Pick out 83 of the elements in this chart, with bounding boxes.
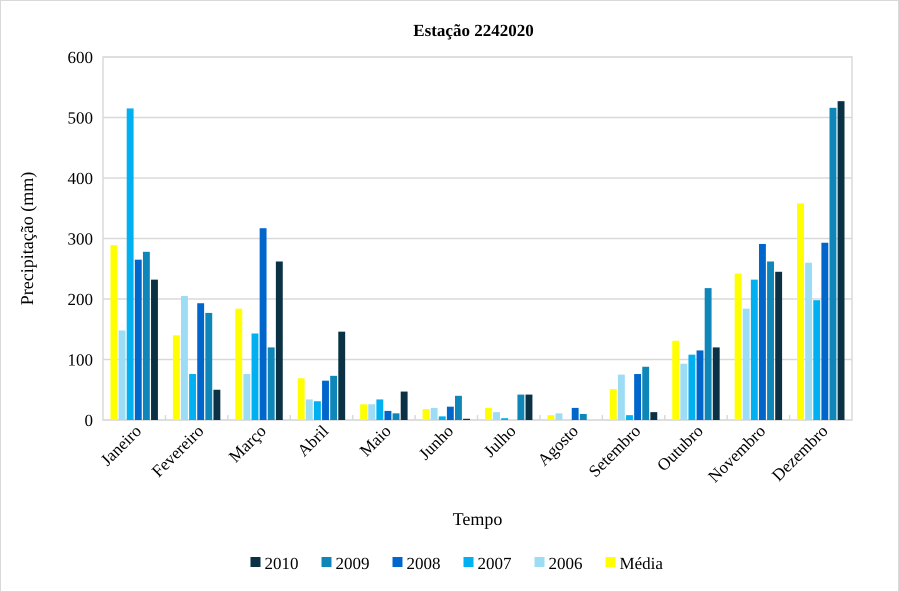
bar: [830, 108, 836, 420]
bar: [758, 244, 766, 420]
bar: [680, 364, 688, 420]
bar: [142, 252, 150, 420]
bar: [821, 242, 828, 420]
bar: [360, 404, 368, 420]
legend-label: 2008: [406, 554, 440, 573]
bar: [126, 108, 134, 420]
legend-label: 2006: [548, 554, 582, 573]
bar: [455, 396, 462, 420]
bar: [712, 347, 720, 420]
bar: [634, 374, 642, 420]
bar: [260, 228, 267, 420]
bar: [330, 376, 338, 420]
bar: [205, 312, 212, 420]
bar: [672, 340, 680, 420]
bar: [526, 394, 532, 420]
bar: [368, 404, 376, 420]
bar: [610, 389, 617, 420]
legend-label: 2009: [336, 554, 370, 573]
bar: [626, 415, 633, 420]
bar: [517, 394, 524, 420]
bar: [392, 413, 400, 420]
bar: [704, 288, 712, 420]
bar: [276, 261, 283, 420]
y-tick-label: 500: [68, 108, 93, 128]
bar: [734, 274, 742, 420]
bar: [298, 378, 305, 420]
bar: [650, 412, 658, 420]
bar: [484, 408, 492, 420]
bar: [213, 390, 220, 420]
bar: [493, 412, 500, 420]
bar: [338, 332, 346, 420]
legend-label: 2010: [264, 554, 298, 573]
bar: [189, 374, 196, 420]
bar: [322, 380, 329, 420]
bar: [547, 415, 554, 420]
y-tick-label: 100: [68, 350, 93, 370]
legend-label: 2007: [478, 554, 512, 573]
bar: [118, 330, 126, 420]
legend-label: Média: [620, 554, 664, 573]
bar: [243, 374, 250, 420]
bar: [306, 399, 313, 420]
bar: [688, 354, 696, 420]
bar: [252, 333, 258, 420]
bar: [446, 406, 454, 420]
bar: [742, 308, 750, 420]
bar: [197, 303, 204, 420]
bar: [572, 408, 579, 420]
bar: [556, 413, 562, 420]
bar: [767, 261, 774, 420]
y-tick-label: 300: [68, 229, 93, 248]
bar: [838, 101, 845, 420]
bar: [181, 296, 188, 420]
bar: [376, 399, 384, 420]
bar: [110, 245, 118, 420]
y-tick-label: 400: [68, 168, 93, 188]
bar: [775, 272, 782, 420]
x-axis-title: Tempo: [452, 509, 502, 529]
bar: [580, 414, 587, 420]
bar: [618, 374, 625, 420]
bar: [438, 416, 446, 420]
bar: [696, 350, 704, 420]
bar: [422, 409, 430, 420]
bar: [750, 280, 758, 420]
bar: [805, 262, 812, 420]
bar: [642, 366, 650, 420]
bar: [797, 203, 804, 420]
bar: [172, 335, 180, 420]
bar: [813, 300, 820, 420]
bar: [400, 392, 408, 420]
chart-title: Estação 2242020: [413, 21, 534, 40]
bar: [314, 401, 321, 420]
y-tick-label: 600: [68, 48, 93, 67]
bar: [268, 347, 275, 420]
y-tick-label: 0: [84, 410, 93, 430]
y-axis-title: Precipitação (mm): [17, 172, 37, 306]
bar: [235, 308, 242, 420]
y-tick-label: 200: [68, 290, 93, 309]
bar: [134, 260, 142, 420]
bar: [151, 280, 158, 420]
bar: [384, 410, 392, 420]
bar: [430, 408, 438, 420]
